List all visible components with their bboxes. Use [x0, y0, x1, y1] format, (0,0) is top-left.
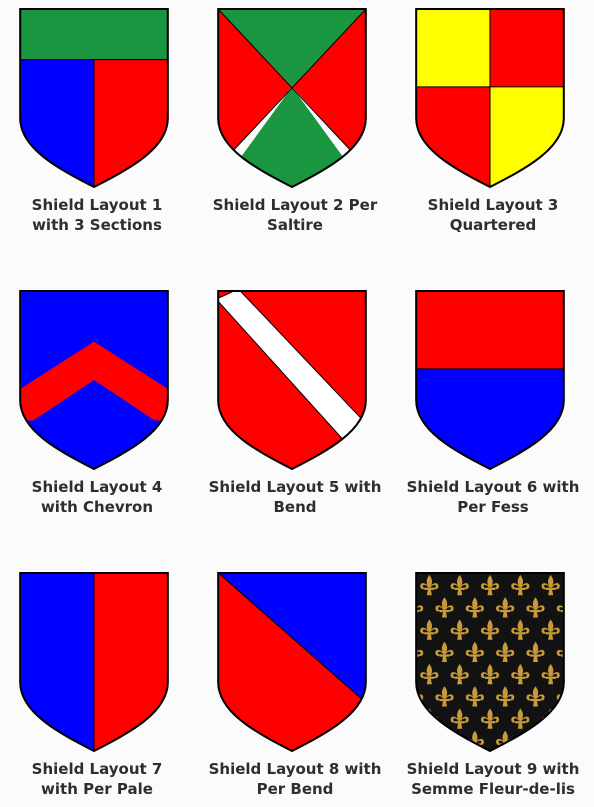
caption-line-2: Semme Fleur-de-lis — [411, 779, 575, 798]
shield-card-2[interactable]: Shield Layout 2 Per Saltire — [198, 0, 396, 282]
caption-line-1: Shield Layout 3 — [427, 196, 559, 214]
shield-caption: Shield Layout 7 with Per Pale — [0, 760, 194, 799]
fleur-de-lis-icon — [526, 730, 545, 751]
caption-line-2: Per Fess — [457, 497, 529, 516]
shield-semme-fleur-de-lis-icon — [415, 572, 565, 753]
shield-card-4[interactable]: Shield Layout 4 with Chevron — [0, 282, 198, 564]
shield-caption: Shield Layout 2 Per Saltire — [198, 196, 392, 235]
shield-card-7[interactable]: Shield Layout 7 with Per Pale — [0, 564, 198, 807]
shield-caption: Shield Layout 4 with Chevron — [0, 478, 194, 517]
shield-bend-icon — [217, 290, 367, 471]
caption-line-2: Saltire — [267, 215, 323, 234]
shield-caption: Shield Layout 9 with Semme Fleur-de-lis — [396, 760, 590, 799]
shield-card-6[interactable]: Shield Layout 6 with Per Fess — [396, 282, 594, 564]
caption-line-2: Quartered — [449, 215, 537, 234]
shield-caption: Shield Layout 3 Quartered — [396, 196, 590, 235]
caption-line-1: Shield Layout 4 — [31, 478, 163, 496]
caption-line-1: Shield Layout 8 with — [208, 760, 382, 778]
caption-line-2: Bend — [273, 497, 317, 516]
caption-line-1: Shield Layout 7 — [31, 760, 163, 778]
fleur-de-lis-icon — [556, 730, 564, 751]
caption-line-2: with Chevron — [40, 497, 154, 516]
caption-line-2: Per Bend — [256, 779, 334, 798]
shield-card-8[interactable]: Shield Layout 8 with Per Bend — [198, 564, 396, 807]
fleur-de-lis-icon — [416, 730, 424, 751]
shield-card-5[interactable]: Shield Layout 5 with Bend — [198, 282, 396, 564]
shield-caption: Shield Layout 6 with Per Fess — [396, 478, 590, 517]
shield-per-fess-icon — [415, 290, 565, 471]
shield-per-pale-icon — [19, 572, 169, 753]
caption-line-1: Shield Layout 5 with — [208, 478, 382, 496]
caption-line-1: Shield Layout 2 Per — [212, 196, 378, 214]
shield-3-sections-icon — [19, 8, 169, 189]
caption-line-2: with 3 Sections — [32, 215, 162, 234]
caption-line-2: with Per Pale — [41, 779, 153, 798]
shield-card-3[interactable]: Shield Layout 3 Quartered — [396, 0, 594, 282]
shield-card-9[interactable]: Shield Layout 9 with Semme Fleur-de-lis — [396, 564, 594, 807]
shield-per-saltire-icon — [217, 8, 367, 189]
shield-chevron-icon — [19, 290, 169, 471]
shield-caption: Shield Layout 1 with 3 Sections — [0, 196, 194, 235]
fleur-de-lis-icon — [435, 730, 454, 751]
shield-quartered-icon — [415, 8, 565, 189]
shield-caption: Shield Layout 5 with Bend — [198, 478, 392, 517]
caption-line-1: Shield Layout 1 — [31, 196, 163, 214]
shield-caption: Shield Layout 8 with Per Bend — [198, 760, 392, 799]
shield-card-1[interactable]: Shield Layout 1 with 3 Sections — [0, 0, 198, 282]
caption-line-1: Shield Layout 6 with — [406, 478, 580, 496]
caption-line-1: Shield Layout 9 with — [406, 760, 580, 778]
shield-per-bend-icon — [217, 572, 367, 753]
